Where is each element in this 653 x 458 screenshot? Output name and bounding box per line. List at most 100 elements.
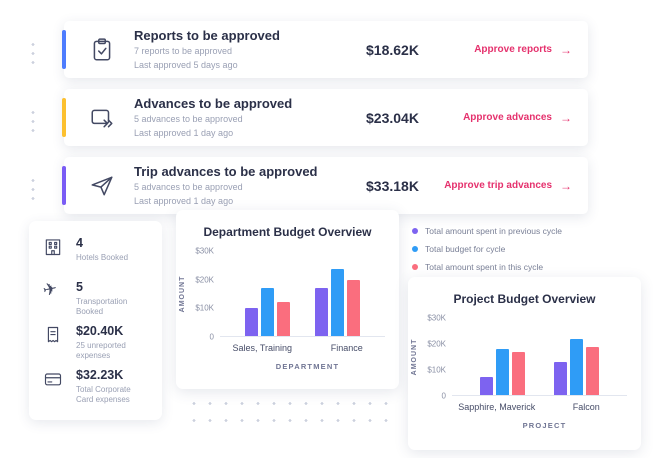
department-budget-chart-card: Department Budget Overview AMOUNT $30K $… (176, 210, 399, 389)
card-accent-bar (62, 166, 66, 205)
bar (553, 362, 567, 395)
bar (496, 349, 510, 395)
approve-advances-button[interactable]: Approve advances → (463, 111, 572, 125)
bar (245, 308, 258, 336)
legend-label: Total amount spent in this cycle (425, 262, 544, 272)
y-tick: $30K (195, 246, 214, 256)
stat-value: 4 (76, 236, 83, 250)
bar (315, 288, 328, 336)
chart-body: AMOUNT $30K $20K $10K 0 (179, 247, 385, 342)
stat-hotels: 4 Hotels Booked (43, 236, 150, 280)
card-subtitle: 5 advances to be approved (134, 114, 243, 124)
trip-advances-approval-card: Trip advances to be approved 5 advances … (62, 157, 588, 214)
card-amount: $18.62K (366, 41, 419, 58)
approve-reports-button[interactable]: Approve reports → (474, 43, 572, 57)
bar-plot (452, 318, 627, 396)
receipt-icon (43, 324, 65, 368)
arrow-right-icon: → (560, 178, 572, 193)
legend-label: Total budget for cycle (425, 244, 506, 254)
chart-title: Project Budget Overview (453, 292, 596, 306)
stat-value: 5 (76, 280, 83, 294)
bar-group (315, 269, 360, 336)
x-category: Finance (330, 343, 363, 353)
bar (277, 302, 290, 336)
action-label: Approve advances (463, 112, 552, 123)
action-label: Approve reports (474, 44, 552, 55)
decorative-dots (30, 176, 36, 204)
card-subtitle: 7 reports to be approved (134, 46, 233, 56)
bar (585, 347, 599, 395)
approve-trip-advances-button[interactable]: Approve trip advances → (444, 179, 572, 193)
card-subtitle: 5 advances to be approved (134, 182, 243, 192)
card-title: Advances to be approved (134, 96, 293, 111)
bar-group (480, 349, 526, 395)
stat-transportation: ✈ 5 Transportation Booked (41, 279, 150, 324)
stat-label: Transportation Booked (76, 297, 128, 316)
y-axis: $30K $20K $10K 0 (190, 247, 220, 342)
reports-approval-card: Reports to be approved 7 reports to be a… (62, 21, 588, 78)
decorative-dots (30, 108, 36, 136)
card-last-approved: Last approved 5 days ago (134, 60, 238, 70)
stat-label: Hotels Booked (76, 253, 129, 262)
stat-text: $20.40K 25 unreported expenses (76, 324, 142, 368)
card-text-block: Trip advances to be approved 5 advances … (134, 164, 349, 207)
legend-dot (412, 264, 418, 270)
hotel-building-icon (43, 236, 65, 280)
y-axis-label: AMOUNT (410, 338, 418, 376)
y-axis-label: AMOUNT (178, 275, 186, 313)
card-text-block: Reports to be approved 7 reports to be a… (134, 28, 349, 71)
chart-body: AMOUNT $30K $20K $10K 0 (411, 314, 627, 401)
y-tick: $30K (427, 313, 446, 323)
legend-dot (412, 246, 418, 252)
y-tick: $20K (427, 339, 446, 349)
card-amount: $23.04K (366, 109, 419, 126)
travel-stats-card: 4 Hotels Booked ✈ 5 Transportation Booke… (29, 221, 162, 420)
paper-plane-icon (88, 172, 116, 200)
y-tick: $10K (427, 365, 446, 375)
stat-text: $32.23K Total Corporate Card expenses (76, 368, 142, 412)
credit-card-icon (43, 368, 65, 412)
stat-label: 25 unreported expenses (76, 341, 126, 360)
x-category: Falcon (572, 402, 600, 412)
legend-item-previous-cycle: Total amount spent in previous cycle (412, 226, 562, 236)
legend-dot (412, 228, 418, 234)
x-axis-categories: Sales, Training Finance (220, 343, 389, 353)
x-category: Sales, Training (232, 343, 293, 353)
decorative-dots (30, 40, 36, 68)
y-tick: 0 (441, 391, 446, 401)
decorative-dots (184, 393, 394, 427)
legend-label: Total amount spent in previous cycle (425, 226, 563, 236)
card-accent-bar (62, 30, 66, 69)
action-label: Approve trip advances (444, 180, 552, 191)
bar (261, 288, 274, 336)
stat-unreported-expenses: $20.40K 25 unreported expenses (43, 324, 150, 368)
bar-group (245, 288, 290, 336)
arrow-right-icon: → (560, 42, 572, 57)
card-text-block: Advances to be approved 5 advances to be… (134, 96, 349, 139)
y-axis: $30K $20K $10K 0 (422, 314, 452, 401)
bar-plot (220, 251, 385, 337)
bar-group (553, 339, 599, 395)
card-title: Reports to be approved (134, 28, 280, 43)
stat-value: $20.40K (76, 324, 124, 338)
legend-item-budget: Total budget for cycle (412, 244, 562, 254)
card-title: Trip advances to be approved (134, 164, 318, 179)
card-amount: $33.18K (366, 177, 419, 194)
advances-approval-card: Advances to be approved 5 advances to be… (62, 89, 588, 146)
chart-legend: Total amount spent in previous cycle Tot… (412, 226, 562, 280)
stat-text: 5 Transportation Booked (76, 280, 142, 324)
bar (512, 352, 526, 395)
advance-forward-icon (88, 104, 116, 132)
clipboard-check-icon (88, 36, 116, 64)
card-last-approved: Last approved 1 day ago (134, 128, 234, 138)
bar (569, 339, 583, 395)
x-category: Sapphire, Maverick (458, 402, 536, 412)
arrow-right-icon: → (560, 110, 572, 125)
x-axis-label: PROJECT (522, 421, 567, 430)
chart-title: Department Budget Overview (203, 225, 372, 239)
stat-text: 4 Hotels Booked (76, 236, 142, 280)
stat-value: $32.23K (76, 368, 124, 382)
x-axis-label: DEPARTMENT (275, 362, 340, 371)
stat-label: Total Corporate Card expenses (76, 385, 131, 404)
